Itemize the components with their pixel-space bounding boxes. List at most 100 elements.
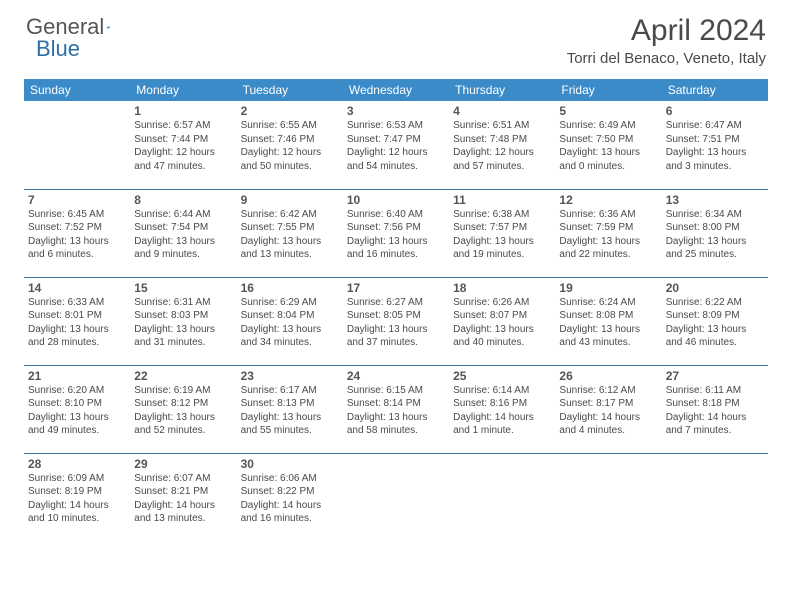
dayhead-4: Thursday <box>449 79 555 101</box>
day-text: Sunrise: 6:40 AMSunset: 7:56 PMDaylight:… <box>347 208 445 262</box>
day-number: 4 <box>453 104 551 118</box>
day-cell: 7Sunrise: 6:45 AMSunset: 7:52 PMDaylight… <box>24 189 130 277</box>
dayhead-0: Sunday <box>24 79 130 101</box>
day-cell: 5Sunrise: 6:49 AMSunset: 7:50 PMDaylight… <box>555 101 661 189</box>
header: General April 2024 Torri del Benaco, Ven… <box>0 0 792 71</box>
day-number: 14 <box>28 281 126 295</box>
day-cell: 10Sunrise: 6:40 AMSunset: 7:56 PMDayligh… <box>343 189 449 277</box>
day-number: 18 <box>453 281 551 295</box>
dayhead-1: Monday <box>130 79 236 101</box>
day-cell: 28Sunrise: 6:09 AMSunset: 8:19 PMDayligh… <box>24 453 130 541</box>
day-number: 22 <box>134 369 232 383</box>
day-cell <box>662 453 768 541</box>
day-text: Sunrise: 6:27 AMSunset: 8:05 PMDaylight:… <box>347 296 445 350</box>
day-number: 25 <box>453 369 551 383</box>
day-number: 15 <box>134 281 232 295</box>
day-cell: 11Sunrise: 6:38 AMSunset: 7:57 PMDayligh… <box>449 189 555 277</box>
day-number: 21 <box>28 369 126 383</box>
day-number: 5 <box>559 104 657 118</box>
day-text: Sunrise: 6:17 AMSunset: 8:13 PMDaylight:… <box>241 384 339 438</box>
day-number: 23 <box>241 369 339 383</box>
location: Torri del Benaco, Veneto, Italy <box>567 50 766 67</box>
day-cell: 12Sunrise: 6:36 AMSunset: 7:59 PMDayligh… <box>555 189 661 277</box>
day-text: Sunrise: 6:51 AMSunset: 7:48 PMDaylight:… <box>453 119 551 173</box>
day-number: 20 <box>666 281 764 295</box>
day-number: 6 <box>666 104 764 118</box>
day-number: 24 <box>347 369 445 383</box>
day-cell: 30Sunrise: 6:06 AMSunset: 8:22 PMDayligh… <box>237 453 343 541</box>
day-number: 30 <box>241 457 339 471</box>
day-cell: 18Sunrise: 6:26 AMSunset: 8:07 PMDayligh… <box>449 277 555 365</box>
day-text: Sunrise: 6:38 AMSunset: 7:57 PMDaylight:… <box>453 208 551 262</box>
day-cell: 22Sunrise: 6:19 AMSunset: 8:12 PMDayligh… <box>130 365 236 453</box>
day-number: 1 <box>134 104 232 118</box>
day-cell: 26Sunrise: 6:12 AMSunset: 8:17 PMDayligh… <box>555 365 661 453</box>
day-cell: 27Sunrise: 6:11 AMSunset: 8:18 PMDayligh… <box>662 365 768 453</box>
day-cell: 20Sunrise: 6:22 AMSunset: 8:09 PMDayligh… <box>662 277 768 365</box>
day-text: Sunrise: 6:36 AMSunset: 7:59 PMDaylight:… <box>559 208 657 262</box>
day-text: Sunrise: 6:47 AMSunset: 7:51 PMDaylight:… <box>666 119 764 173</box>
day-cell <box>24 101 130 189</box>
day-number: 11 <box>453 193 551 207</box>
day-text: Sunrise: 6:29 AMSunset: 8:04 PMDaylight:… <box>241 296 339 350</box>
day-cell: 15Sunrise: 6:31 AMSunset: 8:03 PMDayligh… <box>130 277 236 365</box>
day-number: 7 <box>28 193 126 207</box>
day-text: Sunrise: 6:07 AMSunset: 8:21 PMDaylight:… <box>134 472 232 526</box>
day-number: 19 <box>559 281 657 295</box>
dayhead-2: Tuesday <box>237 79 343 101</box>
calendar-table: Sunday Monday Tuesday Wednesday Thursday… <box>24 79 768 541</box>
day-cell: 21Sunrise: 6:20 AMSunset: 8:10 PMDayligh… <box>24 365 130 453</box>
day-number: 2 <box>241 104 339 118</box>
day-text: Sunrise: 6:12 AMSunset: 8:17 PMDaylight:… <box>559 384 657 438</box>
day-cell <box>555 453 661 541</box>
week-row: 21Sunrise: 6:20 AMSunset: 8:10 PMDayligh… <box>24 365 768 453</box>
day-text: Sunrise: 6:49 AMSunset: 7:50 PMDaylight:… <box>559 119 657 173</box>
dayhead-3: Wednesday <box>343 79 449 101</box>
day-cell: 1Sunrise: 6:57 AMSunset: 7:44 PMDaylight… <box>130 101 236 189</box>
day-text: Sunrise: 6:22 AMSunset: 8:09 PMDaylight:… <box>666 296 764 350</box>
day-text: Sunrise: 6:34 AMSunset: 8:00 PMDaylight:… <box>666 208 764 262</box>
day-cell: 17Sunrise: 6:27 AMSunset: 8:05 PMDayligh… <box>343 277 449 365</box>
day-number: 28 <box>28 457 126 471</box>
day-cell: 4Sunrise: 6:51 AMSunset: 7:48 PMDaylight… <box>449 101 555 189</box>
day-number: 26 <box>559 369 657 383</box>
day-cell: 6Sunrise: 6:47 AMSunset: 7:51 PMDaylight… <box>662 101 768 189</box>
day-cell <box>449 453 555 541</box>
day-number: 17 <box>347 281 445 295</box>
title-block: April 2024 Torri del Benaco, Veneto, Ita… <box>567 14 766 67</box>
day-text: Sunrise: 6:19 AMSunset: 8:12 PMDaylight:… <box>134 384 232 438</box>
day-number: 8 <box>134 193 232 207</box>
day-number: 3 <box>347 104 445 118</box>
day-text: Sunrise: 6:44 AMSunset: 7:54 PMDaylight:… <box>134 208 232 262</box>
day-number: 12 <box>559 193 657 207</box>
header-row: Sunday Monday Tuesday Wednesday Thursday… <box>24 79 768 101</box>
day-cell: 19Sunrise: 6:24 AMSunset: 8:08 PMDayligh… <box>555 277 661 365</box>
day-text: Sunrise: 6:42 AMSunset: 7:55 PMDaylight:… <box>241 208 339 262</box>
day-text: Sunrise: 6:14 AMSunset: 8:16 PMDaylight:… <box>453 384 551 438</box>
day-text: Sunrise: 6:24 AMSunset: 8:08 PMDaylight:… <box>559 296 657 350</box>
day-text: Sunrise: 6:57 AMSunset: 7:44 PMDaylight:… <box>134 119 232 173</box>
day-cell: 3Sunrise: 6:53 AMSunset: 7:47 PMDaylight… <box>343 101 449 189</box>
day-number: 10 <box>347 193 445 207</box>
day-text: Sunrise: 6:31 AMSunset: 8:03 PMDaylight:… <box>134 296 232 350</box>
week-row: 1Sunrise: 6:57 AMSunset: 7:44 PMDaylight… <box>24 101 768 189</box>
month-title: April 2024 <box>567 14 766 48</box>
dayhead-5: Friday <box>555 79 661 101</box>
day-number: 16 <box>241 281 339 295</box>
week-row: 7Sunrise: 6:45 AMSunset: 7:52 PMDaylight… <box>24 189 768 277</box>
day-number: 29 <box>134 457 232 471</box>
day-text: Sunrise: 6:15 AMSunset: 8:14 PMDaylight:… <box>347 384 445 438</box>
week-row: 14Sunrise: 6:33 AMSunset: 8:01 PMDayligh… <box>24 277 768 365</box>
day-cell: 8Sunrise: 6:44 AMSunset: 7:54 PMDaylight… <box>130 189 236 277</box>
day-cell: 13Sunrise: 6:34 AMSunset: 8:00 PMDayligh… <box>662 189 768 277</box>
day-text: Sunrise: 6:33 AMSunset: 8:01 PMDaylight:… <box>28 296 126 350</box>
day-cell: 16Sunrise: 6:29 AMSunset: 8:04 PMDayligh… <box>237 277 343 365</box>
day-text: Sunrise: 6:26 AMSunset: 8:07 PMDaylight:… <box>453 296 551 350</box>
day-cell: 9Sunrise: 6:42 AMSunset: 7:55 PMDaylight… <box>237 189 343 277</box>
day-number: 9 <box>241 193 339 207</box>
day-cell: 23Sunrise: 6:17 AMSunset: 8:13 PMDayligh… <box>237 365 343 453</box>
day-cell: 29Sunrise: 6:07 AMSunset: 8:21 PMDayligh… <box>130 453 236 541</box>
week-row: 28Sunrise: 6:09 AMSunset: 8:19 PMDayligh… <box>24 453 768 541</box>
day-text: Sunrise: 6:09 AMSunset: 8:19 PMDaylight:… <box>28 472 126 526</box>
day-cell: 14Sunrise: 6:33 AMSunset: 8:01 PMDayligh… <box>24 277 130 365</box>
